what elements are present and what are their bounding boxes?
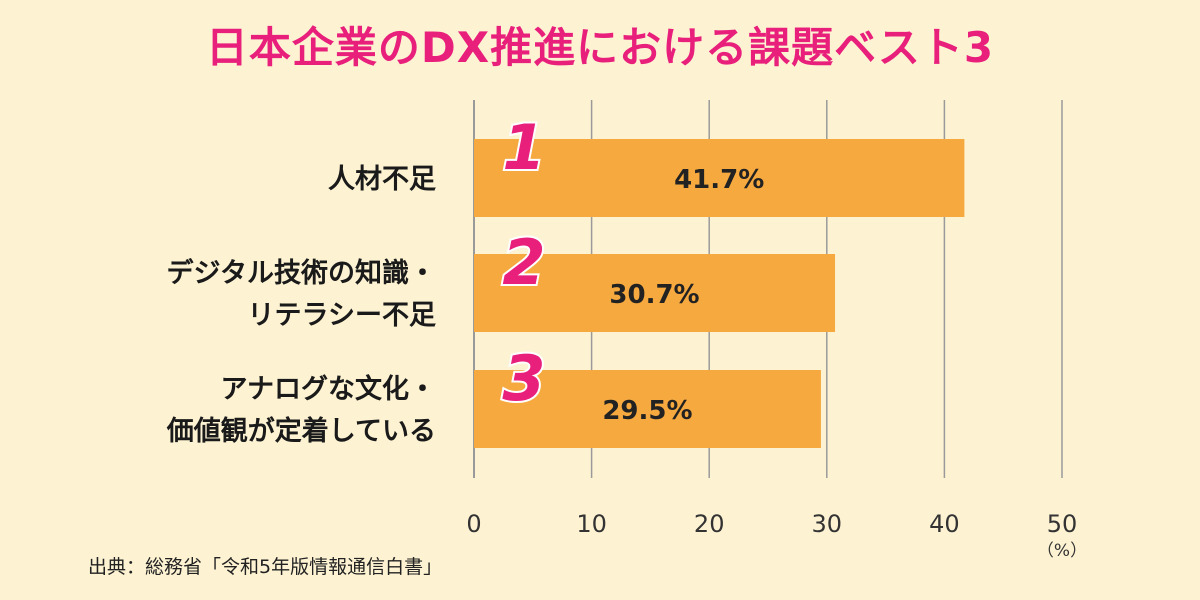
category-label: 人材不足 (328, 164, 436, 195)
value-label: 30.7% (609, 280, 699, 310)
unit-label: （%） (1037, 541, 1087, 561)
category-label: 価値観が定着している (166, 415, 436, 447)
source-note: 出典：総務省「令和5年版情報通信白書」 (88, 556, 443, 578)
bar (474, 254, 836, 332)
rank-number: 1 (502, 111, 545, 184)
x-tick-label: 0 (466, 510, 481, 538)
x-tick-label: 50 (1047, 510, 1078, 538)
chart-title: 日本企業のDX推進における課題ベスト3 (205, 23, 995, 72)
x-tick-label: 20 (694, 510, 725, 538)
category-label: デジタル技術の知識・ (167, 257, 436, 289)
category-label: リテラシー不足 (248, 300, 436, 331)
value-label: 29.5% (602, 396, 692, 426)
rank-number: 2 (502, 226, 545, 299)
x-tick-label: 30 (812, 510, 843, 538)
bar (474, 370, 821, 448)
bar (474, 139, 965, 217)
x-tick-label: 40 (929, 510, 960, 538)
category-label: アナログな文化・ (221, 373, 436, 405)
value-label: 41.7% (674, 165, 764, 195)
rank-number: 3 (502, 342, 545, 415)
x-tick-label: 10 (576, 510, 607, 538)
